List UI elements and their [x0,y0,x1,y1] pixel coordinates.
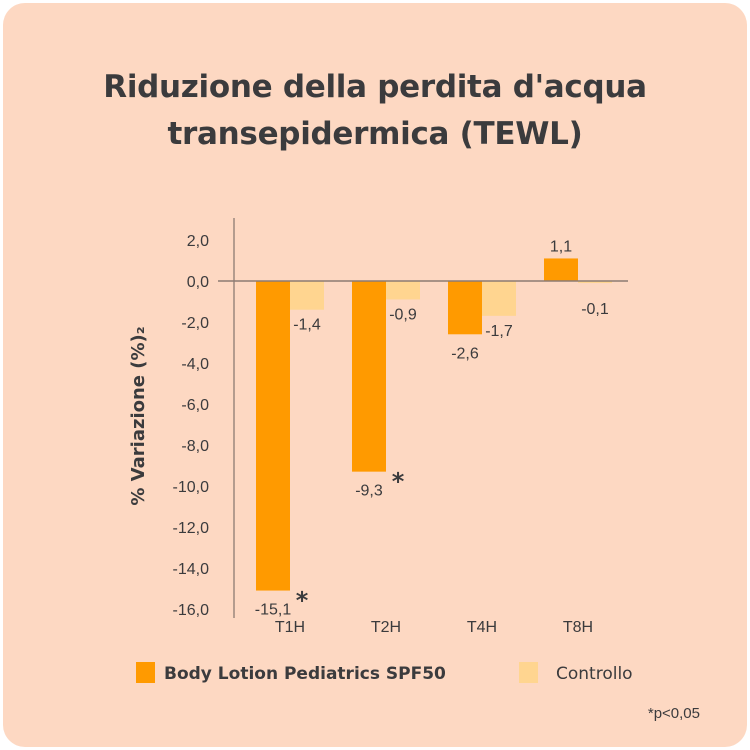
y-tick-label: 0,0 [187,274,209,291]
chart-title-line-1: Riduzione della perdita d'acqua [103,69,647,105]
bar-controllo-t8h [578,281,612,284]
bar-controllo-t4h [482,281,516,316]
x-tick-label: T1H [275,619,305,636]
x-tick-label: T4H [467,619,497,636]
legend-swatch-body-lotion [136,662,155,683]
data-label: -15,1 [255,602,292,619]
y-tick-label: -10,0 [173,479,210,496]
bars: -15,1 *-1,4-9,3 *-0,9-2,6-1,71,1-0,1 [255,238,612,619]
bar-controllo-t2h [386,281,420,300]
x-axis: T1H T2H T4H T8H [218,280,628,636]
significance-footnote: *p<0,05 [648,705,700,722]
y-tick-label: -16,0 [173,602,210,619]
legend-label-body-lotion: Body Lotion Pediatrics SPF50 [164,664,446,684]
y-tick-label: -8,0 [181,438,209,455]
y-axis-label: % Variazione (%)₂ [128,326,149,505]
chart-title: Riduzione della perdita d'acqua transepi… [0,64,750,158]
data-label: -1,4 [293,317,321,334]
legend-label-controllo: Controllo [556,664,633,684]
bar-body-lotion-t2h [352,281,386,472]
x-tick-label: T2H [371,619,401,636]
data-label: -9,3 [355,483,383,500]
y-axis: 2,0 0,0 -2,0 -4,0 -6,0 -8,0 -10,0 -12,0 -14,0 -16… [173,218,235,619]
bar-body-lotion-t4h [448,281,482,335]
y-tick-label: -4,0 [181,356,209,373]
data-label: -0,9 [389,306,417,323]
y-tick-label: -12,0 [173,520,210,537]
legend-swatch-controllo [519,662,538,683]
bar-body-lotion-t8h [544,258,578,281]
significance-asterisk: * [392,468,405,496]
y-tick-label: -6,0 [181,397,209,414]
x-tick-label: T8H [563,619,593,636]
y-tick-label: 2,0 [187,233,209,250]
data-label: -1,7 [485,323,513,340]
data-label: 1,1 [550,238,572,255]
bar-controllo-t1h [290,281,324,310]
data-label: -0,1 [581,301,609,318]
y-tick-label: -2,0 [181,315,209,332]
data-label: -2,6 [451,345,479,362]
significance-asterisk: * [296,587,309,615]
y-tick-label: -14,0 [173,561,210,578]
bar-body-lotion-t1h [256,281,290,591]
chart-title-line-2: transepidermica (TEWL) [167,116,583,152]
legend: Body Lotion Pediatrics SPF50 Controllo [136,662,633,684]
